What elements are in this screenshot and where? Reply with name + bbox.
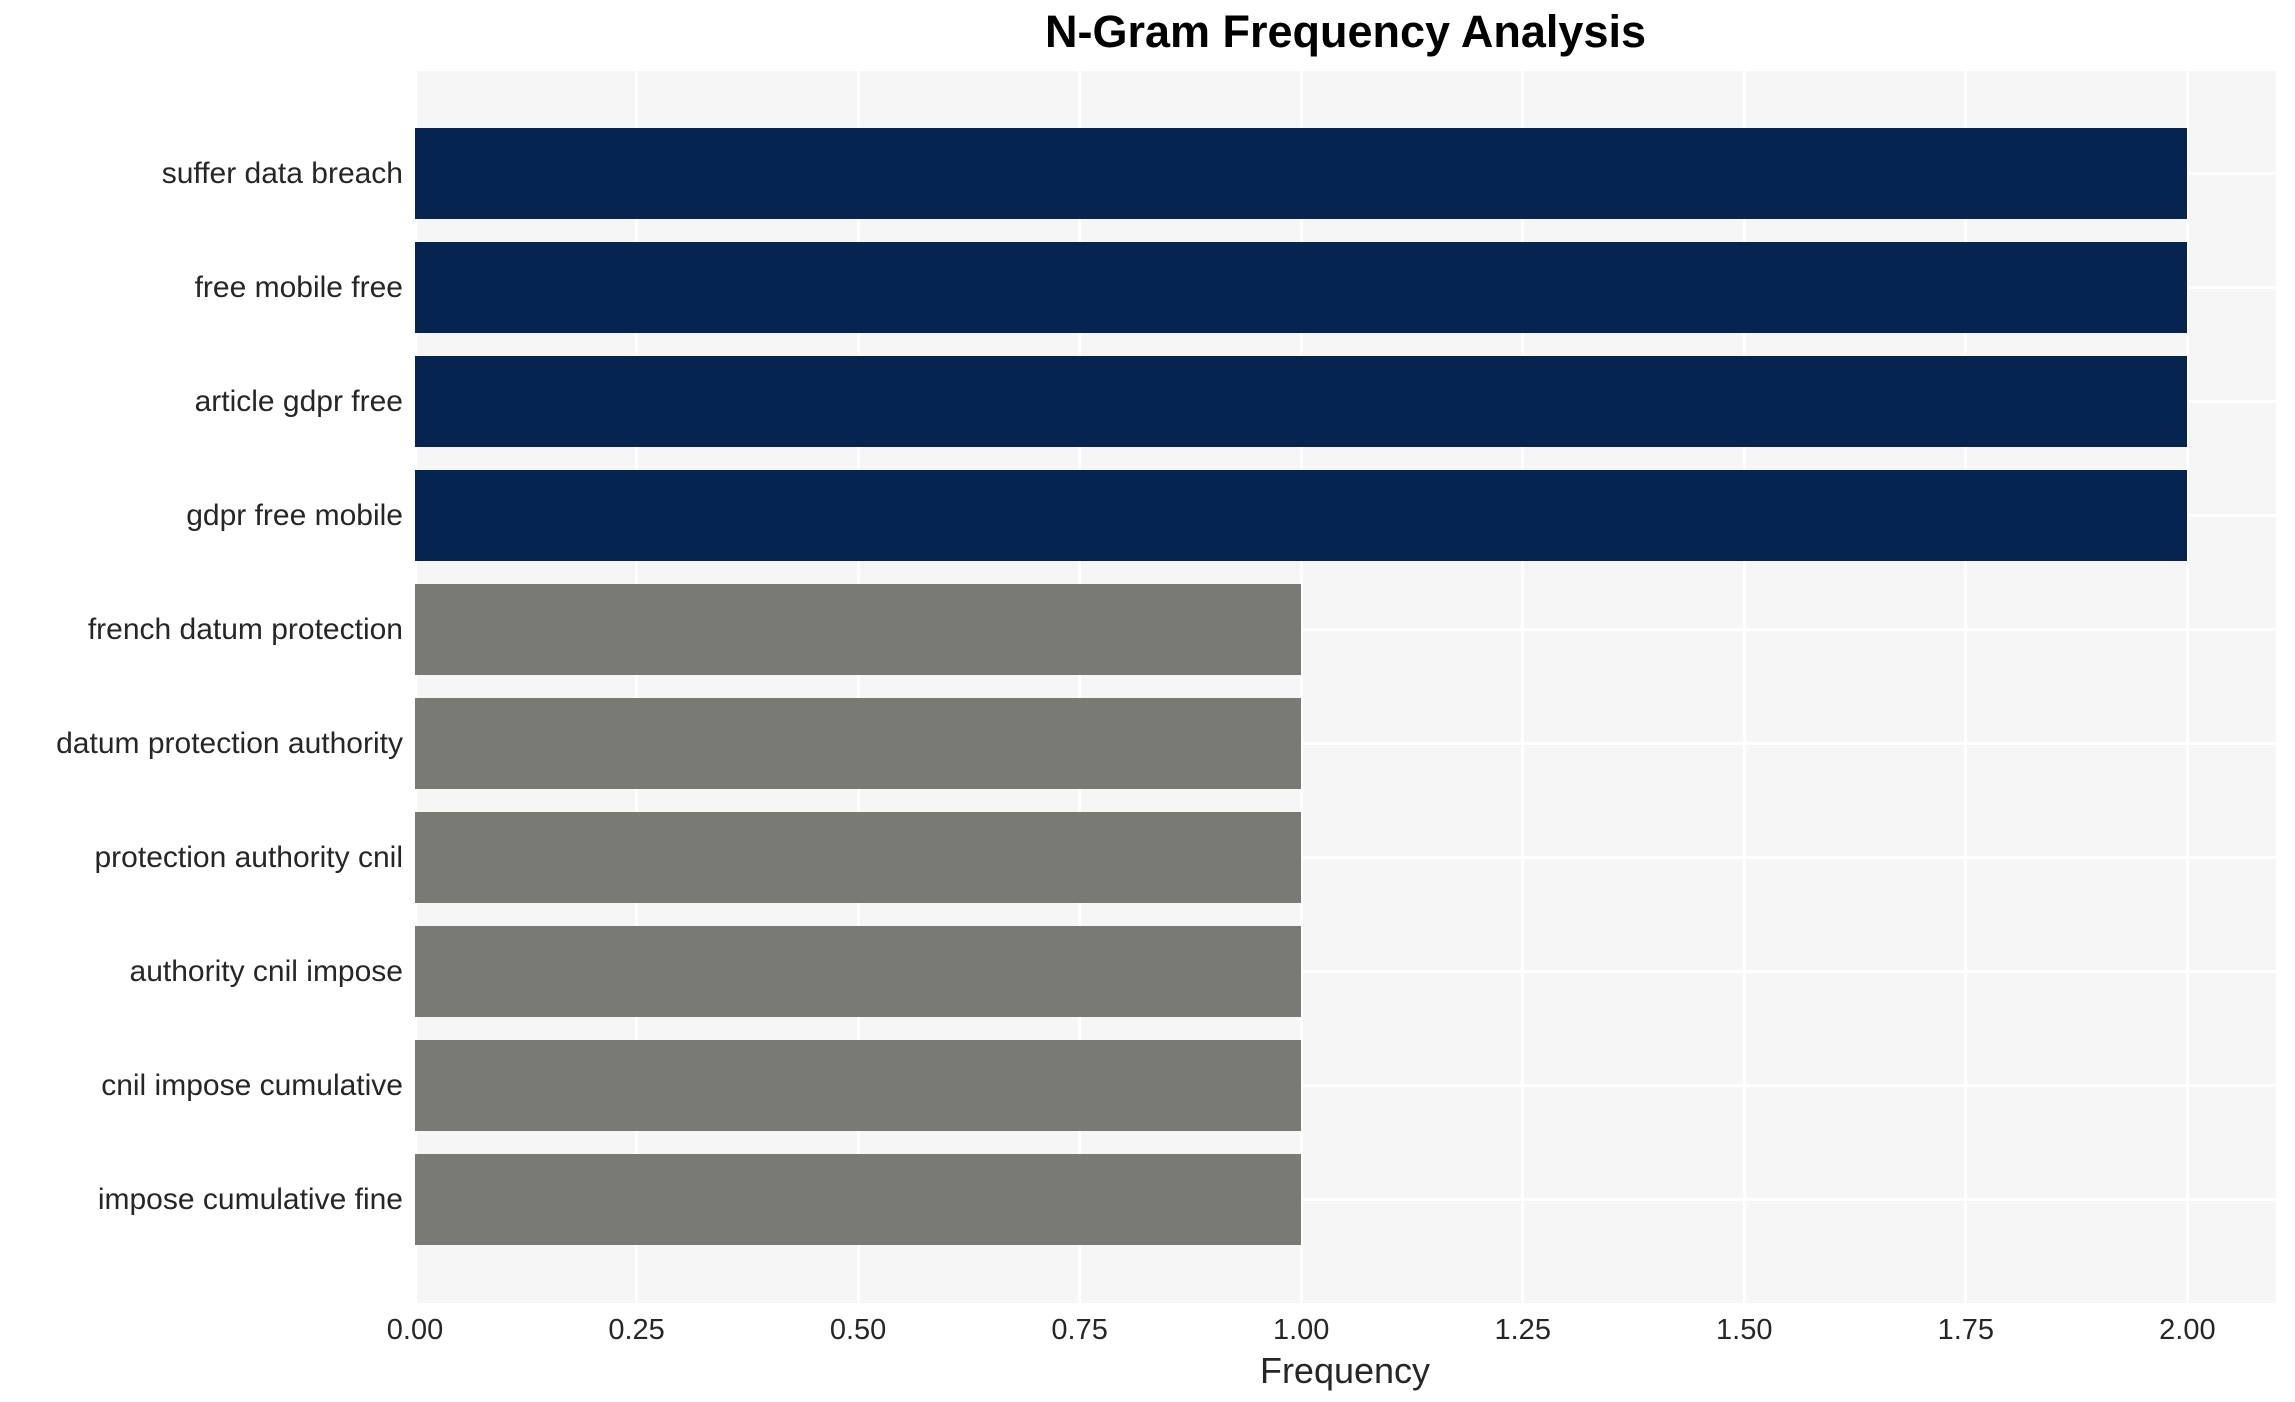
y-tick-label: french datum protection	[87, 612, 403, 646]
x-tick-label: 0.25	[608, 1314, 665, 1346]
y-tick-label: article gdpr free	[194, 384, 403, 418]
x-tick-label: 2.00	[2159, 1314, 2216, 1346]
gridline-horizontal	[415, 742, 2276, 745]
y-tick-label: gdpr free mobile	[186, 498, 403, 532]
bar	[415, 1154, 1302, 1245]
bar	[415, 1040, 1302, 1131]
y-tick-label: authority cnil impose	[129, 954, 403, 988]
gridline-vertical	[415, 71, 417, 1303]
x-tick-label: 0.75	[1051, 1314, 1108, 1346]
bar	[415, 470, 2188, 561]
bar	[415, 356, 2188, 447]
gridline-vertical	[856, 71, 860, 1303]
gridline-horizontal	[415, 856, 2276, 859]
x-tick-label: 1.50	[1716, 1314, 1773, 1346]
y-tick-label: impose cumulative fine	[97, 1182, 403, 1216]
bar	[415, 926, 1302, 1017]
gridline-vertical	[635, 71, 639, 1303]
x-tick-label: 1.75	[1937, 1314, 1995, 1346]
bar	[415, 242, 2188, 333]
gridline-horizontal	[415, 628, 2276, 631]
x-axis-title: Frequency	[1259, 1350, 1431, 1391]
bar	[415, 128, 2188, 219]
y-tick-label: protection authority cnil	[94, 840, 404, 874]
gridline-vertical	[1964, 71, 1968, 1303]
x-tick-label: 0.00	[386, 1314, 444, 1346]
y-tick-label: suffer data breach	[161, 156, 403, 190]
plot-area	[415, 71, 2276, 1303]
gridline-vertical	[2185, 71, 2189, 1303]
gridline-vertical	[1742, 71, 1746, 1303]
bar	[415, 584, 1302, 675]
chart-title: N-Gram Frequency Analysis	[1044, 6, 1647, 57]
gridline-vertical	[1521, 71, 1525, 1303]
bar	[415, 812, 1302, 903]
y-tick-label: datum protection authority	[56, 726, 403, 760]
gridline-vertical	[1078, 71, 1082, 1303]
gridline-horizontal	[415, 1084, 2276, 1087]
y-tick-label: free mobile free	[194, 270, 403, 304]
y-tick-label: cnil impose cumulative	[101, 1068, 403, 1102]
gridline-vertical	[1299, 71, 1303, 1303]
gridline-horizontal	[415, 1198, 2276, 1201]
x-tick-label: 1.00	[1272, 1314, 1330, 1346]
gridline-horizontal	[415, 970, 2276, 973]
x-tick-label: 1.25	[1494, 1314, 1551, 1346]
bar	[415, 698, 1302, 789]
x-tick-label: 0.50	[829, 1314, 887, 1346]
